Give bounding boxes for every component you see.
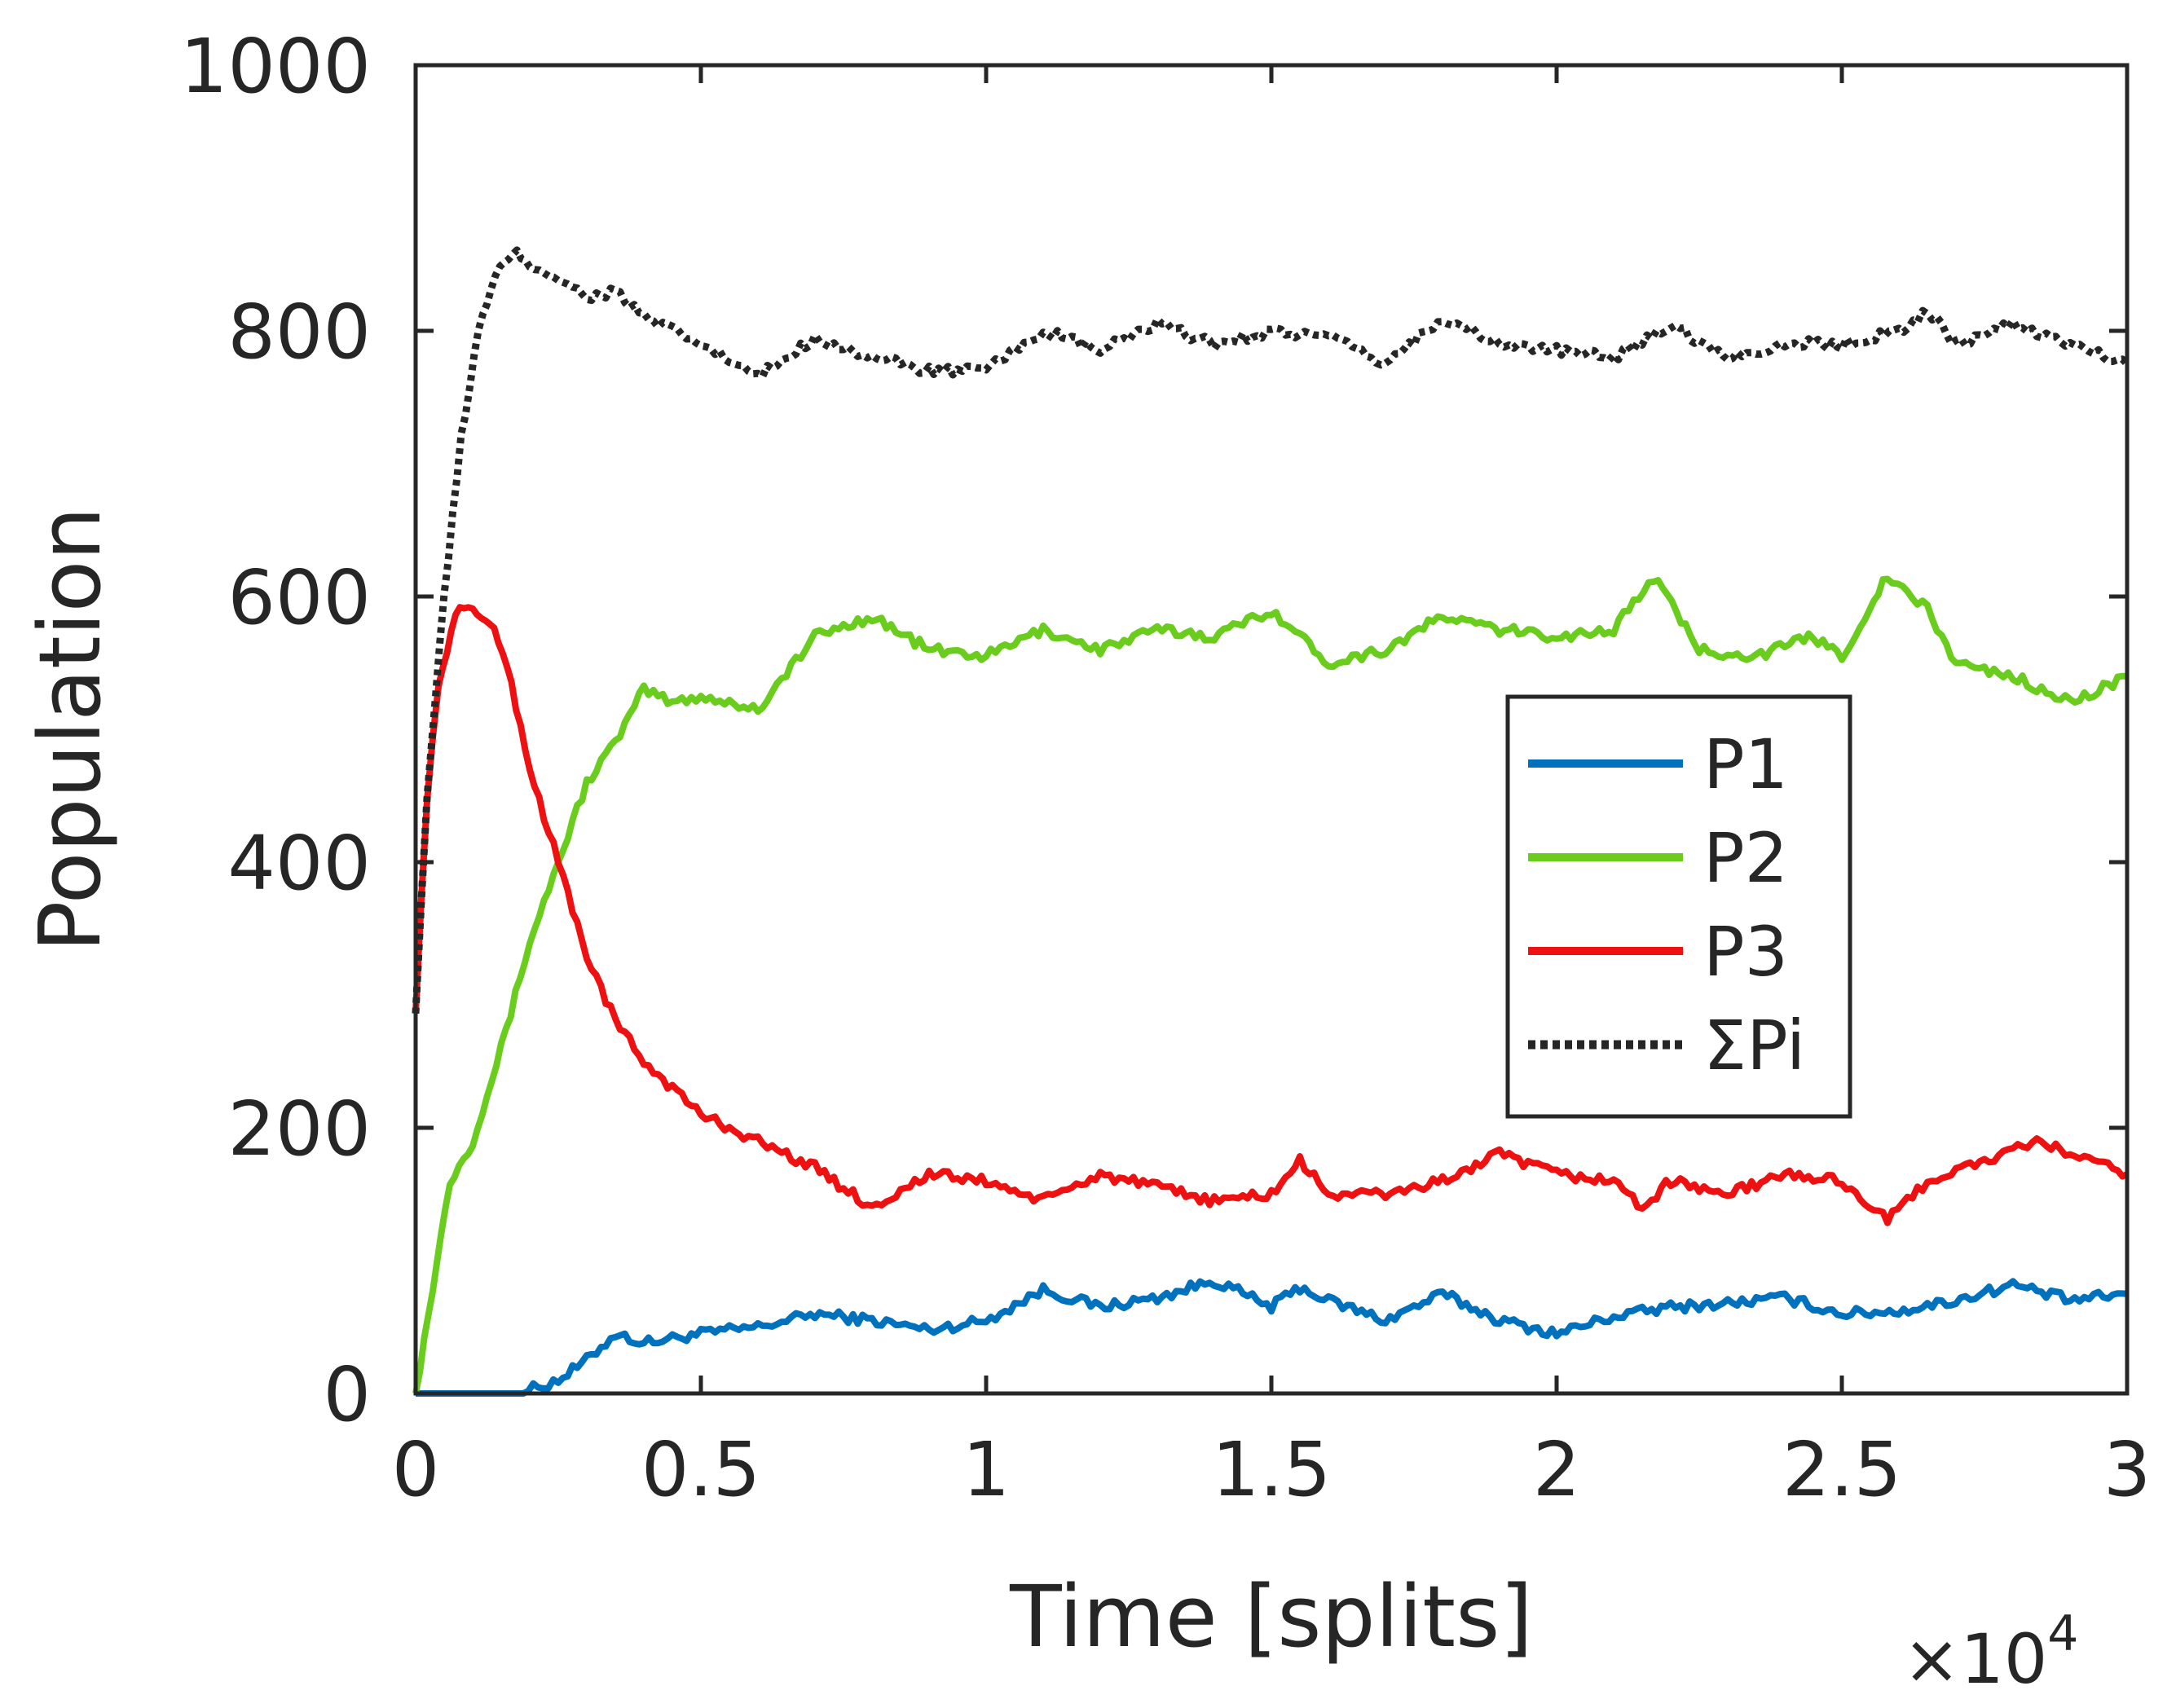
x-tick-labels: 0 0.5 1 1.5 2 2.5 3	[392, 1426, 2152, 1513]
x-multiplier-exponent: 4	[2047, 1605, 2078, 1662]
y-axis-label: Population	[20, 507, 120, 952]
y-tick-label: 600	[227, 554, 371, 641]
x-tick-label: 0	[392, 1426, 440, 1513]
x-tick-label: 1	[962, 1426, 1011, 1513]
y-tick-label: 0	[323, 1351, 371, 1438]
y-tick-label: 1000	[180, 23, 371, 110]
x-tick-label: 2	[1533, 1426, 1581, 1513]
legend-label: ΣPi	[1703, 1006, 1805, 1085]
series-line-4	[412, 246, 2130, 1014]
x-multiplier-base: ×10	[1903, 1619, 2047, 1699]
x-tick-label: 3	[2103, 1426, 2152, 1513]
x-axis-label: Time [splits]	[1009, 1567, 1533, 1666]
series-line-3	[412, 604, 2129, 1226]
y-tick-label: 400	[227, 820, 371, 907]
series-line-1	[416, 1278, 2128, 1397]
x-tick-label: 0.5	[641, 1426, 760, 1513]
legend-label: P2	[1703, 818, 1788, 898]
y-tick-labels: 0 200 400 600 800 1000	[180, 23, 371, 1438]
legend-label: P3	[1703, 912, 1788, 992]
legend: P1 P2 P3 ΣPi	[1505, 694, 1852, 1119]
y-tick-label: 800	[227, 288, 371, 376]
x-tick-label: 2.5	[1782, 1426, 1901, 1513]
series-line-2	[412, 575, 2128, 1394]
x-multiplier-label: ×104	[1903, 1605, 2078, 1699]
plot-lines	[412, 246, 2130, 1397]
axis-ticks	[413, 63, 2130, 1396]
legend-label: P1	[1703, 724, 1788, 804]
x-tick-label: 1.5	[1212, 1426, 1331, 1513]
y-tick-label: 200	[227, 1085, 371, 1173]
